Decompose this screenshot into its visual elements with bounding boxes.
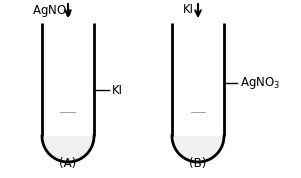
Text: AgNO$_3$: AgNO$_3$	[32, 3, 72, 19]
Text: (A): (A)	[59, 157, 77, 170]
Polygon shape	[42, 136, 94, 162]
Text: (B): (B)	[189, 157, 207, 170]
Polygon shape	[172, 136, 224, 162]
Text: AgNO$_3$: AgNO$_3$	[240, 75, 280, 91]
Text: KI: KI	[182, 3, 194, 16]
Text: KI: KI	[112, 83, 123, 96]
